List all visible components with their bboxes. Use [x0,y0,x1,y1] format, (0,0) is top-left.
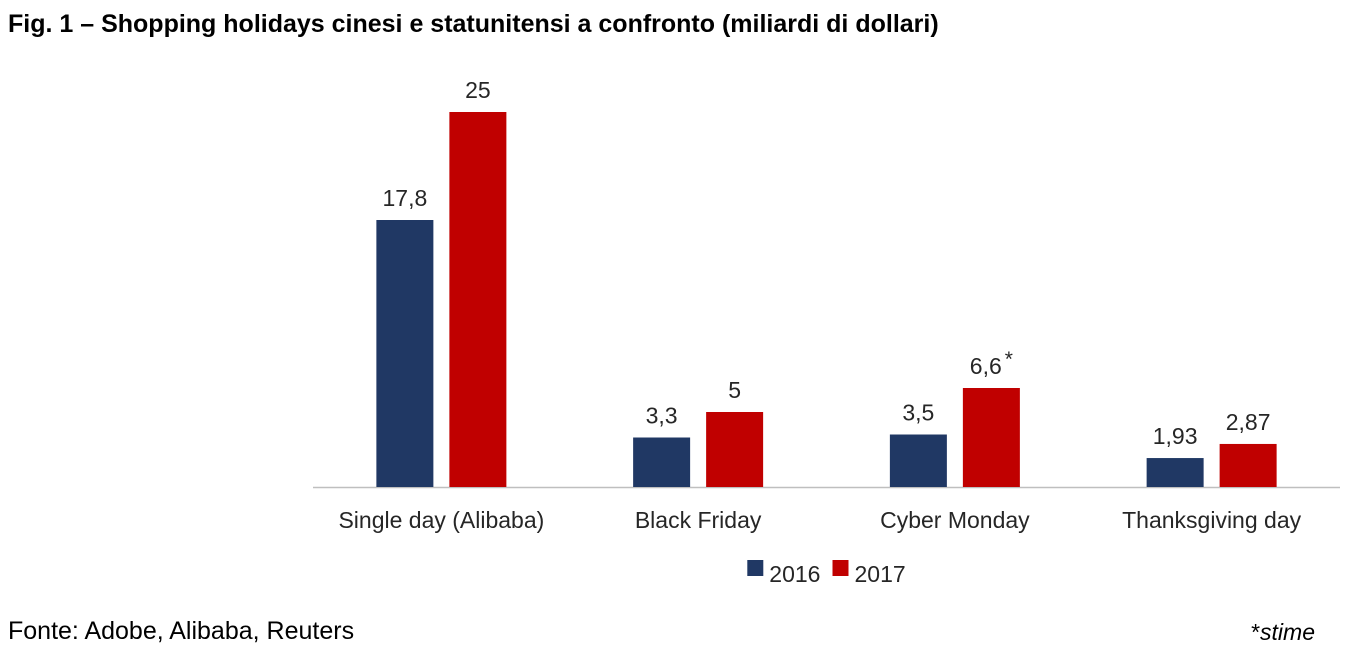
data-label-2016-2: 3,5 [902,400,934,426]
legend-label-2017: 2017 [855,561,906,587]
estimate-note: *stime [1251,619,1315,646]
legend-swatch-2017 [832,560,849,576]
bar-2016-0 [376,220,434,487]
source-note: Fonte: Adobe, Alibaba, Reuters [8,617,355,645]
data-label-2017-3: 2,87 [1226,409,1271,435]
bar-2016-3 [1146,458,1204,487]
bar-2016-1 [633,437,691,487]
data-label-2016-3: 1,93 [1153,423,1198,449]
data-label-2017-1: 5 [728,377,741,403]
bar-2017-3 [1219,443,1277,487]
category-label-1: Black Friday [635,507,762,533]
bar-2017-0 [449,112,507,487]
category-label-3: Thanksgiving day [1122,507,1301,533]
data-label-suffix-2017-2: * [1005,348,1013,371]
legend-label-2016: 2016 [769,561,820,587]
data-label-2016-1: 3,3 [646,403,678,429]
bar-2017-2 [962,388,1020,487]
legend-swatch-2016 [747,560,764,576]
category-label-2: Cyber Monday [880,507,1030,533]
data-label-2016-0: 17,8 [382,185,427,211]
bar-chart: 17,8 25 Single day (Alibaba) 3,3 5 Black Frid… [313,77,1340,587]
data-label-2017-2: 6,6 * [970,348,1013,379]
bar-2016-2 [889,434,947,487]
bar-2017-1 [706,412,764,487]
data-label-2017-0: 25 [465,77,491,103]
estimate-note-mark: * [1251,619,1261,645]
category-label-0: Single day (Alibaba) [338,507,544,533]
estimate-note-text: stime [1260,619,1315,645]
chart-title: Fig. 1 – Shopping holidays cinesi e stat… [8,10,939,38]
